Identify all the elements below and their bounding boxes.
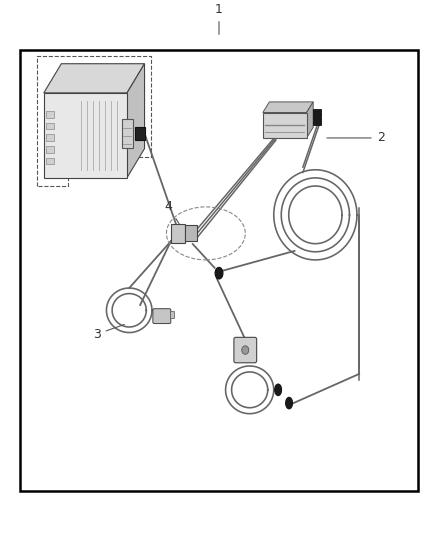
Ellipse shape xyxy=(286,397,293,409)
Bar xyxy=(46,134,54,141)
Polygon shape xyxy=(127,64,145,177)
Text: 3: 3 xyxy=(93,325,124,341)
Bar xyxy=(135,126,145,140)
Bar xyxy=(122,119,133,148)
Bar xyxy=(46,158,54,165)
FancyBboxPatch shape xyxy=(234,337,257,363)
Polygon shape xyxy=(44,64,145,93)
Bar xyxy=(20,51,418,490)
Circle shape xyxy=(242,346,249,354)
Bar xyxy=(44,93,127,177)
Bar xyxy=(46,123,54,130)
Text: 4: 4 xyxy=(165,200,180,226)
Polygon shape xyxy=(307,102,313,138)
Bar xyxy=(170,311,174,318)
Bar xyxy=(46,146,54,153)
Bar xyxy=(46,111,54,118)
Ellipse shape xyxy=(215,268,223,279)
FancyBboxPatch shape xyxy=(153,309,171,324)
Ellipse shape xyxy=(275,384,282,395)
Bar xyxy=(313,109,321,125)
Bar xyxy=(185,225,197,241)
Text: 1: 1 xyxy=(215,3,223,35)
Bar xyxy=(171,224,185,243)
Bar xyxy=(263,112,307,138)
Polygon shape xyxy=(263,102,313,112)
Text: 2: 2 xyxy=(327,132,385,144)
